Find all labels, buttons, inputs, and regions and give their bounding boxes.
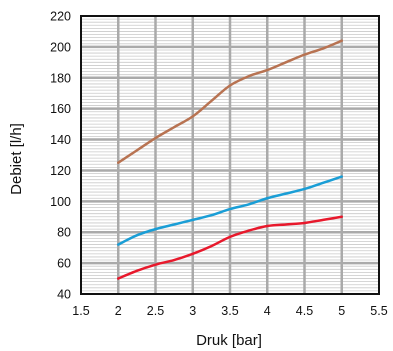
x-tick-label: 4 — [264, 304, 271, 318]
y-axis-ticks: 40 60 80 100 120 140 160 180 200 220 — [50, 10, 71, 302]
y-tick-label: 80 — [57, 226, 71, 240]
y-tick-label: 60 — [57, 257, 71, 271]
x-tick-label: 4.5 — [296, 304, 313, 318]
x-axis-ticks: 1.5 2 2.5 3 3.5 4 4.5 5 5.5 — [72, 304, 387, 318]
x-tick-label: 5.5 — [370, 304, 387, 318]
y-axis-title: Debiet [l/h] — [8, 123, 25, 195]
y-tick-label: 220 — [50, 10, 71, 24]
x-tick-label: 3.5 — [221, 304, 238, 318]
y-tick-label: 100 — [50, 195, 71, 209]
x-tick-label: 2.5 — [147, 304, 164, 318]
x-tick-label: 5 — [338, 304, 345, 318]
y-tick-label: 160 — [50, 102, 71, 116]
x-tick-label: 1.5 — [72, 304, 89, 318]
y-tick-label: 200 — [50, 40, 71, 54]
major-grid — [81, 16, 379, 294]
y-tick-label: 140 — [50, 133, 71, 147]
x-tick-label: 2 — [115, 304, 122, 318]
y-tick-label: 180 — [50, 71, 71, 85]
x-axis-title: Druk [bar] — [196, 332, 262, 349]
y-tick-label: 120 — [50, 164, 71, 178]
series-line-1 — [117, 39, 343, 164]
series-layer — [117, 39, 343, 280]
series-line-2 — [117, 175, 343, 246]
x-tick-label: 3 — [189, 304, 196, 318]
series-line-3 — [117, 215, 343, 280]
plot-frame — [80, 15, 380, 295]
plot-border — [80, 15, 380, 295]
y-tick-label: 40 — [57, 288, 71, 302]
